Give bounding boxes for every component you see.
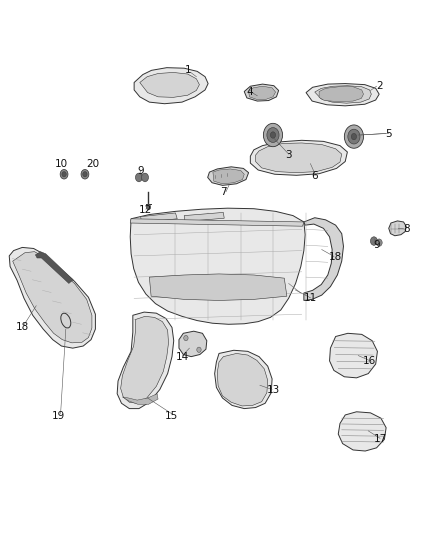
Text: 9: 9 (138, 166, 144, 176)
Circle shape (371, 237, 378, 245)
Polygon shape (120, 317, 169, 403)
Polygon shape (134, 68, 208, 104)
Circle shape (267, 127, 279, 142)
Polygon shape (130, 208, 305, 324)
Text: 17: 17 (374, 434, 388, 444)
Text: 8: 8 (403, 224, 410, 235)
Circle shape (351, 133, 357, 140)
Circle shape (81, 169, 89, 179)
Text: 18: 18 (329, 252, 342, 262)
Polygon shape (130, 219, 304, 226)
Polygon shape (306, 84, 379, 106)
Text: 13: 13 (267, 384, 280, 394)
Polygon shape (315, 86, 371, 103)
Circle shape (135, 173, 142, 182)
Text: 1: 1 (185, 66, 192, 75)
Circle shape (141, 173, 148, 182)
Text: 16: 16 (363, 356, 376, 366)
Polygon shape (179, 331, 207, 357)
Polygon shape (13, 252, 92, 343)
Text: 11: 11 (304, 293, 317, 303)
Text: 7: 7 (220, 187, 226, 197)
Text: 3: 3 (285, 150, 292, 160)
Circle shape (376, 239, 382, 246)
Circle shape (197, 347, 201, 352)
Polygon shape (149, 274, 287, 301)
Circle shape (344, 125, 364, 148)
Polygon shape (9, 247, 95, 348)
Text: 20: 20 (86, 159, 99, 168)
Polygon shape (304, 217, 343, 301)
Circle shape (60, 169, 68, 179)
Polygon shape (215, 350, 272, 409)
Polygon shape (117, 312, 174, 409)
Polygon shape (249, 86, 276, 100)
Circle shape (348, 129, 360, 144)
Text: 10: 10 (55, 159, 68, 168)
Polygon shape (255, 143, 342, 173)
Polygon shape (208, 167, 249, 185)
Polygon shape (140, 72, 199, 98)
Text: 6: 6 (311, 172, 318, 181)
Text: 18: 18 (16, 322, 29, 333)
Polygon shape (338, 412, 386, 451)
Text: 14: 14 (175, 352, 189, 361)
Polygon shape (122, 394, 158, 405)
Text: 5: 5 (385, 129, 392, 139)
Text: 4: 4 (246, 86, 253, 96)
Polygon shape (244, 84, 279, 101)
Circle shape (83, 172, 87, 177)
Text: 19: 19 (51, 411, 64, 421)
Polygon shape (389, 221, 406, 236)
Text: 12: 12 (138, 205, 152, 215)
Polygon shape (35, 252, 73, 284)
Text: 9: 9 (373, 240, 380, 251)
Polygon shape (141, 213, 177, 222)
Polygon shape (251, 140, 347, 175)
Text: 15: 15 (165, 411, 178, 421)
Circle shape (184, 335, 188, 341)
Circle shape (146, 205, 151, 210)
Circle shape (263, 123, 283, 147)
Text: 2: 2 (377, 81, 383, 91)
Polygon shape (213, 169, 244, 184)
Polygon shape (184, 213, 224, 221)
Circle shape (62, 172, 66, 177)
Polygon shape (319, 87, 364, 102)
Polygon shape (217, 353, 268, 406)
Circle shape (270, 132, 276, 138)
Polygon shape (329, 333, 378, 378)
